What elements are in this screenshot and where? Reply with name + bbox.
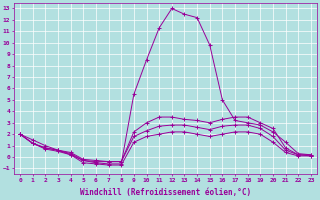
X-axis label: Windchill (Refroidissement éolien,°C): Windchill (Refroidissement éolien,°C) bbox=[80, 188, 251, 197]
